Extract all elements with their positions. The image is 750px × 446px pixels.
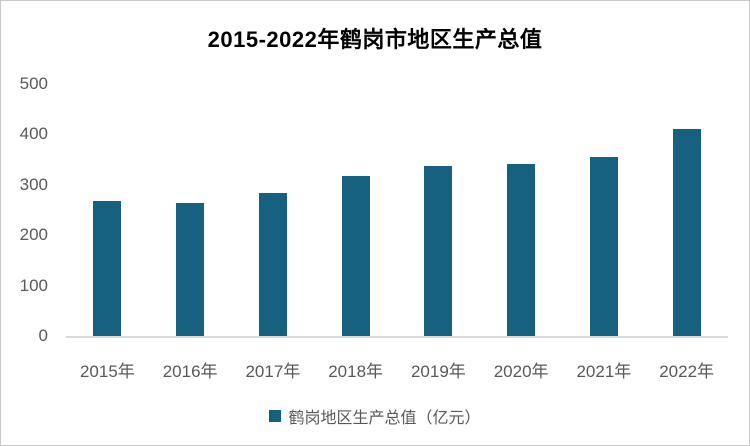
bar-slot [645,84,728,336]
bar-slot [480,84,563,336]
x-tick-label: 2018年 [328,362,384,381]
bar-slot [397,84,480,336]
y-tick-label: 0 [38,325,48,345]
bar-2021年 [589,157,618,336]
bar-slot [149,84,232,336]
y-tick-label: 200 [19,225,48,245]
bar-2016年 [176,202,205,336]
y-tick-label: 500 [19,74,48,93]
bar-2022年 [672,128,701,336]
y-axis-tick-labels: 500 400 300 200 100 0 [1,73,48,347]
bar-slot [66,84,149,336]
x-tick-label: 2022年 [659,362,715,381]
bar-slot [314,84,397,336]
x-tick-label: 2019年 [410,362,466,381]
bar-2019年 [424,165,453,336]
x-tick-label: 2017年 [245,362,301,381]
y-tick-label: 300 [19,174,48,194]
bar-slot [563,84,646,336]
plot-area [66,84,728,338]
y-tick-label: 400 [19,124,48,144]
legend: 鹤岗地区生产总值（亿元） [1,404,749,428]
bar-2017年 [258,192,287,336]
legend-swatch-icon [269,410,282,422]
x-tick-label: 2016年 [162,362,218,381]
x-tick-label: 2021年 [576,362,632,381]
x-axis-tick-labels: 2015年 2016年 2017年 2018年 2019年 2020年 2021年 2022年 [66,357,728,382]
x-tick-label: 2015年 [79,362,135,381]
bar-2018年 [341,176,370,336]
bar-2020年 [507,164,536,336]
chart-title: 2015-2022年鹤岗市地区生产总值 [207,27,543,52]
legend-label: 鹤岗地区生产总值（亿元） [288,410,481,427]
bar-2015年 [93,201,122,336]
x-tick-label: 2020年 [493,362,549,381]
bar-slot [232,84,315,336]
y-tick-label: 100 [19,275,48,295]
